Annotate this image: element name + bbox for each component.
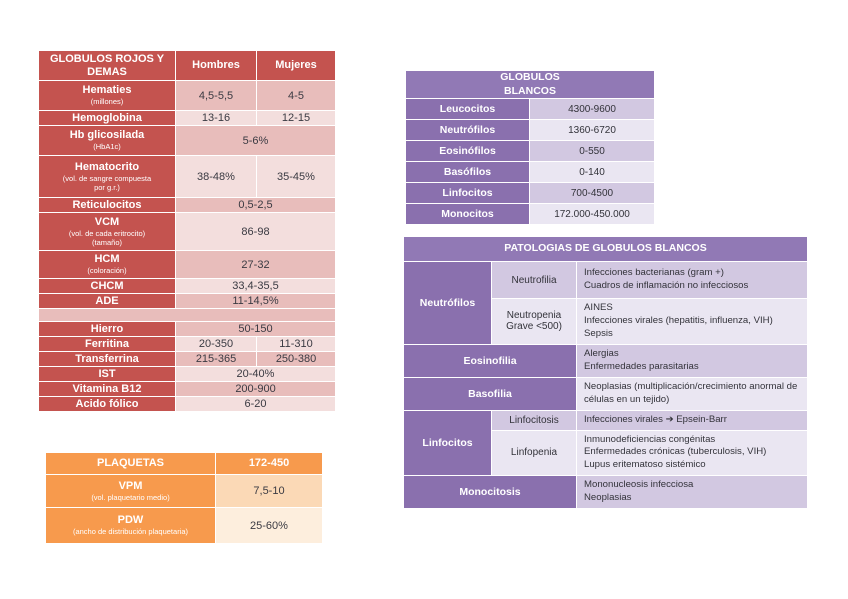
monocitosis-description: Mononucleosis infecciosa Neoplasias (576, 475, 808, 510)
neutrofilia-label: Neutrofilia (491, 261, 577, 299)
monocitosis-label: Monocitosis (403, 475, 577, 510)
neutropenia-label: Neutropenia Grave <500) (491, 298, 577, 345)
row-pdw-label: PDW (ancho de distribución plaquetaria) (45, 507, 216, 544)
neutropenia-description: AINES Infecciones virales (hepatitis, in… (576, 298, 808, 345)
hcm-value: 27-32 (175, 250, 336, 279)
platelets-range-cell: 172-450 (215, 452, 323, 475)
red-blood-cells-table: GLOBULOS ROJOS Y DEMAS Hombres Mujeres H… (38, 50, 336, 412)
linfocitos-value: 700-4500 (529, 182, 655, 204)
neutrofilia-description: Infecciones bacterianas (gram +) Cuadros… (576, 261, 808, 299)
row-acido-folico-label: Acido fólico (38, 396, 176, 412)
transferrina-mujeres-value: 250-380 (256, 351, 336, 367)
row-vitamina-b12-label: Vitamina B12 (38, 381, 176, 397)
row-ade-label: ADE (38, 293, 176, 309)
row-eosinofilos-label: Eosinófilos (405, 140, 530, 162)
row-basofilos-label: Basófilos (405, 161, 530, 183)
row-ferritina-label: Ferritina (38, 336, 176, 352)
linfocitosis-label: Linfocitosis (491, 409, 577, 431)
linfopenia-description: Inmunodeficiencias congénitas Enfermedad… (576, 429, 808, 477)
row-hierro-label: Hierro (38, 321, 176, 337)
row-transferrina-label: Transferrina (38, 351, 176, 367)
vpm-value: 7,5-10 (215, 474, 323, 508)
wbc-table-title-cell: GLOBULOS BLANCOS (405, 70, 655, 99)
pdw-value: 25-60% (215, 507, 323, 544)
vcm-value: 86-98 (175, 212, 336, 251)
vitamina-b12-value: 200-900 (175, 381, 336, 397)
red-table-title-cell: GLOBULOS ROJOS Y DEMAS (38, 50, 176, 81)
row-hemoglobina-label: Hemoglobina (38, 110, 176, 126)
transferrina-hombres-value: 215-365 (175, 351, 257, 367)
acido-folico-value: 6-20 (175, 396, 336, 412)
column-header-mujeres: Mujeres (256, 50, 336, 81)
row-linfocitos-label: Linfocitos (405, 182, 530, 204)
hb-glicosilada-value: 5-6% (175, 125, 336, 156)
neutrofilos-value: 1360-6720 (529, 119, 655, 141)
ferritina-mujeres-value: 11-310 (256, 336, 336, 352)
group-neutrofilos-label: Neutrófilos (403, 261, 492, 345)
ade-value: 11-14,5% (175, 293, 336, 309)
platelets-table-title: PLAQUETAS (96, 457, 165, 470)
hematies-hombres-value: 4,5-5,5 (175, 80, 257, 111)
red-table-title: GLOBULOS ROJOS Y DEMAS (49, 52, 165, 78)
row-vpm-label: VPM (vol. plaquetario medio) (45, 474, 216, 508)
row-hb-glicosilada-label: Hb glicosilada (HbA1c) (38, 125, 176, 156)
column-header-hombres: Hombres (175, 50, 257, 81)
linfocitosis-description: Infecciones virales ➔ Epsein-Barr (576, 409, 808, 431)
row-chcm-label: CHCM (38, 278, 176, 294)
eosinofilia-label: Eosinofilia (403, 343, 577, 378)
hemoglobina-mujeres-value: 12-15 (256, 110, 336, 126)
basofilos-value: 0-140 (529, 161, 655, 183)
row-neutrofilos-label: Neutrófilos (405, 119, 530, 141)
ist-value: 20-40% (175, 366, 336, 382)
leucocitos-value: 4300-9600 (529, 98, 655, 120)
linfopenia-label: Linfopenia (491, 429, 577, 477)
reticulocitos-value: 0,5-2,5 (175, 197, 336, 213)
spacer-row (38, 308, 336, 322)
group-linfocitos-label: Linfocitos (403, 409, 492, 477)
row-hcm-label: HCM (coloración) (38, 250, 176, 279)
hematocrito-hombres-value: 38-48% (175, 155, 257, 198)
chcm-value: 33,4-35,5 (175, 278, 336, 294)
row-leucocitos-label: Leucocitos (405, 98, 530, 120)
pathologies-table-title: PATOLOGIAS DE GLOBULOS BLANCOS (403, 236, 808, 262)
hematies-mujeres-value: 4-5 (256, 80, 336, 111)
platelets-table: PLAQUETAS 172-450 VPM (vol. plaquetario m… (45, 452, 323, 544)
row-vcm-label: VCM (vol. de cada eritrocito) (tamaño) (38, 212, 176, 251)
row-hematocrito-label: Hematocrito (vol. de sangre compuesta por… (38, 155, 176, 198)
row-hematies-label: Hematies (millones) (38, 80, 176, 111)
row-reticulocitos-label: Reticulocitos (38, 197, 176, 213)
basofilia-description: Neoplasias (multiplicación/crecimiento a… (576, 376, 808, 411)
monocitos-value: 172.000-450.000 (529, 203, 655, 225)
wbc-pathologies-table: PATOLOGIAS DE GLOBULOS BLANCOS Neutrófil… (403, 236, 808, 510)
hierro-value: 50-150 (175, 321, 336, 337)
hemoglobina-hombres-value: 13-16 (175, 110, 257, 126)
white-blood-cells-table: GLOBULOS BLANCOS Leucocitos 4300-9600 Ne… (405, 70, 655, 225)
wbc-table-title: GLOBULOS BLANCOS (500, 71, 560, 97)
row-ist-label: IST (38, 366, 176, 382)
row-monocitos-label: Monocitos (405, 203, 530, 225)
platelets-table-title-cell: PLAQUETAS (45, 452, 216, 475)
ferritina-hombres-value: 20-350 (175, 336, 257, 352)
basofilia-label: Basofilia (403, 376, 577, 411)
eosinofilos-value: 0-550 (529, 140, 655, 162)
hematocrito-mujeres-value: 35-45% (256, 155, 336, 198)
eosinofilia-description: Alergias Enfermedades parasitarias (576, 343, 808, 378)
